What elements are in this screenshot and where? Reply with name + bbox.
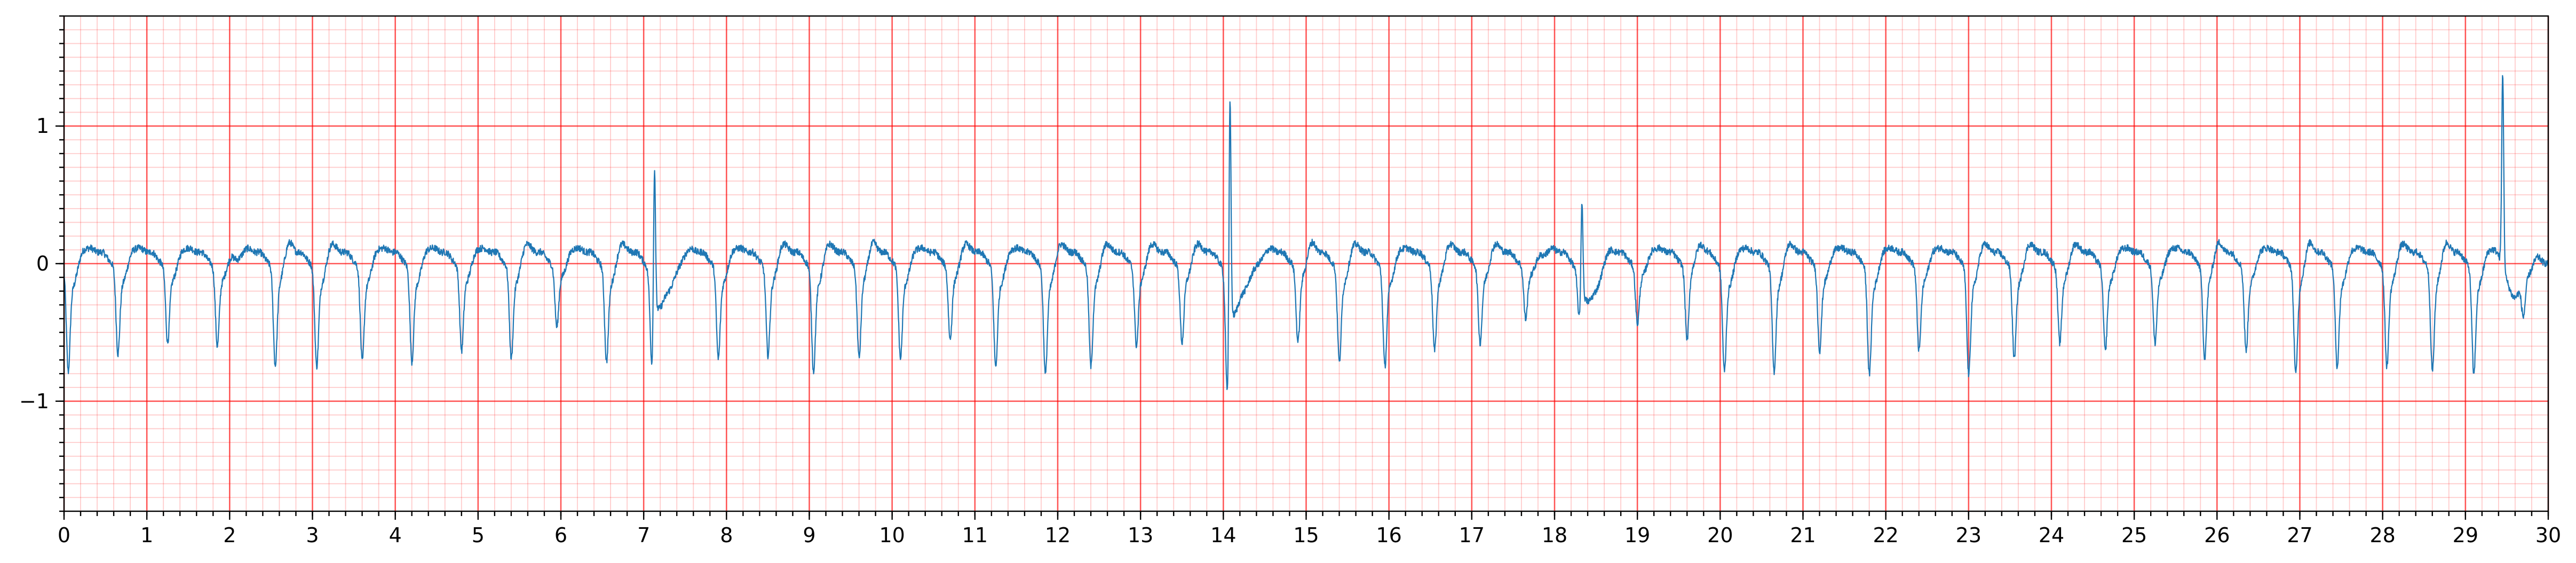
x-tick-label: 4 — [389, 524, 402, 547]
x-tick-label: 6 — [554, 524, 567, 547]
x-tick-label: 25 — [2121, 524, 2147, 547]
x-tick-label: 14 — [1210, 524, 1236, 547]
x-tick-label: 21 — [1790, 524, 1816, 547]
y-tick-label: −1 — [19, 390, 49, 413]
x-tick-label: 12 — [1045, 524, 1071, 547]
x-tick-label: 1 — [140, 524, 153, 547]
x-tick-label: 13 — [1128, 524, 1153, 547]
x-tick-label: 11 — [962, 524, 988, 547]
x-tick-label: 10 — [879, 524, 905, 547]
x-tick-label: 3 — [306, 524, 319, 547]
x-tick-label: 16 — [1376, 524, 1401, 547]
x-tick-label: 5 — [472, 524, 485, 547]
x-tick-label: 15 — [1293, 524, 1319, 547]
x-tick-label: 23 — [1956, 524, 1981, 547]
x-tick-label: 28 — [2369, 524, 2395, 547]
x-tick-label: 19 — [1624, 524, 1650, 547]
y-tick-label: 1 — [36, 114, 49, 138]
y-axis: −1 0 1 — [19, 15, 64, 512]
ecg-series-line — [63, 75, 2549, 390]
x-tick-label: 7 — [637, 524, 650, 547]
x-tick-label: 2 — [223, 524, 236, 547]
x-tick-label: 17 — [1459, 524, 1485, 547]
x-tick-label: 0 — [58, 524, 70, 547]
x-tick-label: 30 — [2535, 524, 2561, 547]
x-tick-label: 26 — [2204, 524, 2230, 547]
x-tick-label: 20 — [1707, 524, 1733, 547]
x-tick-label: 9 — [803, 524, 815, 547]
x-tick-label: 8 — [720, 524, 733, 547]
x-axis: 0 1 2 3 4 5 6 7 8 9 10 11 12 13 14 15 16 17 18 19 20 21 22 23 24… — [58, 511, 2561, 547]
x-tick-label: 29 — [2453, 524, 2478, 547]
x-tick-label: 18 — [1542, 524, 1567, 547]
x-tick-label: 24 — [2039, 524, 2064, 547]
x-tick-label: 27 — [2287, 524, 2312, 547]
x-tick-label: 22 — [1873, 524, 1898, 547]
y-tick-label: 0 — [36, 252, 49, 275]
